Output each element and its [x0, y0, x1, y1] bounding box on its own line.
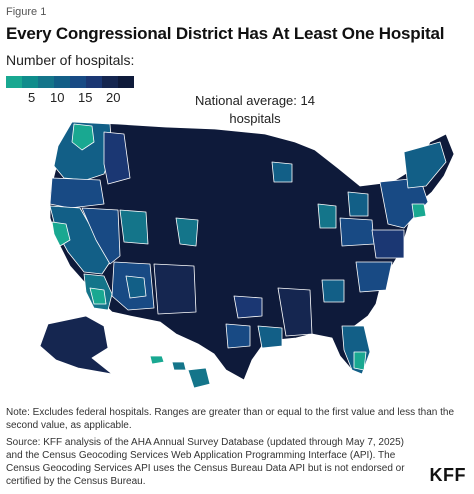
- phoenix: [125, 275, 147, 299]
- legend-title: Number of hospitals:: [6, 52, 135, 68]
- ohio-valley: [339, 217, 375, 247]
- nevada: [81, 207, 121, 265]
- lower-mississippi: [277, 287, 313, 337]
- legend-tick-15: 15: [78, 90, 93, 105]
- legend-swatch-4: [54, 76, 70, 88]
- legend-swatch-3: [38, 76, 54, 88]
- hawaii-big-island: [187, 367, 211, 389]
- chicago: [317, 203, 337, 229]
- legend-swatch-5: [70, 76, 86, 88]
- new-england: [403, 141, 447, 189]
- alaska: [39, 315, 113, 375]
- hawaii-inset: [149, 355, 211, 389]
- legend-swatch-1: [6, 76, 22, 88]
- hawaii-oahu: [149, 355, 165, 365]
- michigan-detroit: [347, 191, 369, 217]
- south-florida: [353, 351, 367, 371]
- legend-swatch-8: [118, 76, 134, 88]
- national-average-annotation: National average: 14 hospitals: [170, 92, 340, 128]
- legend-tick-5: 5: [28, 90, 36, 105]
- legend-tick-10: 10: [50, 90, 65, 105]
- hawaii-maui: [171, 361, 187, 371]
- legend-ticks: 5 10 15 20: [6, 90, 136, 110]
- minneapolis: [271, 161, 293, 183]
- texas-houston: [257, 325, 283, 349]
- annotation-line-2: hospitals: [229, 111, 281, 126]
- idaho: [103, 131, 131, 185]
- chart-source: Source: KFF analysis of the AHA Annual S…: [6, 437, 405, 487]
- legend-tick-20: 20: [106, 90, 121, 105]
- legend-swatch-2: [22, 76, 38, 88]
- annotation-line-1: National average: 14: [195, 93, 315, 108]
- texas-metro-dfw: [233, 295, 263, 319]
- kff-logo: KFF: [429, 465, 466, 485]
- chart-note: Note: Excludes federal hospitals. Ranges…: [6, 407, 455, 431]
- mid-atlantic: [371, 229, 405, 259]
- utah-salt-lake: [119, 209, 149, 245]
- carolinas: [355, 261, 393, 293]
- color-legend: [6, 76, 134, 88]
- texas-austin-sa: [225, 323, 251, 349]
- us-district-map: [39, 121, 455, 389]
- atlanta: [321, 279, 345, 303]
- oregon: [49, 177, 105, 209]
- legend-swatch-7: [102, 76, 118, 88]
- new-mexico: [153, 263, 197, 315]
- colorado-front: [175, 217, 199, 247]
- nyc: [411, 203, 427, 219]
- contiguous-us: [49, 121, 455, 381]
- chart-title: Every Congressional District Has At Leas…: [6, 24, 445, 43]
- la-basin: [89, 287, 107, 305]
- figure-label: Figure 1: [6, 6, 47, 18]
- bay-area: [51, 221, 71, 247]
- legend-swatch-6: [86, 76, 102, 88]
- alaska-inset: [39, 315, 113, 375]
- puget-sound: [71, 123, 95, 151]
